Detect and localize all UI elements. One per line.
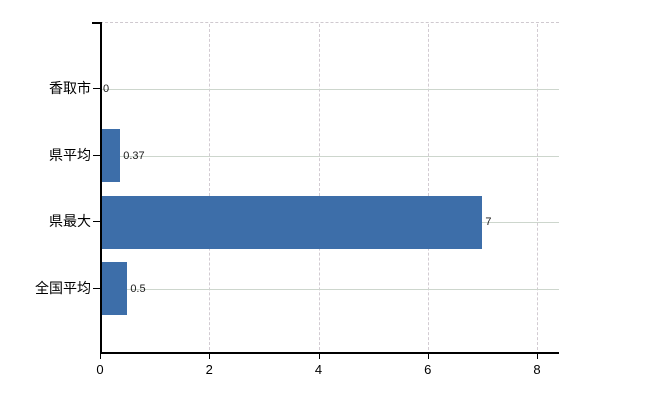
x-axis-tick-label: 4 — [314, 362, 323, 377]
bar-value-label: 0 — [103, 83, 110, 96]
x-axis-tick — [318, 354, 320, 359]
vertical-gridline — [427, 24, 429, 355]
horizontal-gridline — [100, 288, 559, 290]
x-axis-tick — [209, 354, 211, 359]
x-axis-tick-label: 8 — [533, 362, 541, 377]
x-axis-tick — [537, 354, 538, 359]
x-axis-tick — [100, 354, 101, 359]
horizontal-gridline — [100, 155, 559, 157]
x-axis-tick-label: 2 — [205, 362, 213, 377]
vertical-gridline — [209, 24, 211, 355]
bar-value-label: 7 — [485, 216, 492, 229]
bar-value-label: 0.5 — [130, 282, 146, 295]
vertical-gridline — [318, 24, 320, 355]
bar — [100, 262, 128, 316]
y-axis-top-tick — [92, 22, 100, 24]
y-axis-tick — [93, 154, 100, 156]
x-axis-tick-label: 6 — [424, 362, 432, 377]
x-axis-tick-label: 0 — [96, 362, 104, 377]
y-axis-category-label: 県最大 — [49, 213, 91, 230]
y-axis-category-label: 香取市 — [49, 80, 91, 97]
vertical-gridline — [537, 24, 538, 355]
x-axis-tick — [427, 354, 429, 359]
horizontal-gridline — [100, 89, 559, 91]
bar — [100, 129, 121, 183]
bar-value-label: 0.37 — [123, 149, 145, 162]
y-axis-line — [100, 22, 102, 354]
y-axis-tick — [93, 88, 100, 90]
bar — [100, 195, 483, 249]
plot-area: 0 0.37 7 0.5 — [100, 22, 559, 355]
y-axis-tick — [93, 287, 100, 289]
y-axis-category-label: 全国平均 — [35, 279, 91, 296]
x-axis-line — [100, 352, 559, 354]
y-axis-category-label: 県平均 — [49, 146, 91, 163]
y-axis-tick — [93, 221, 100, 223]
